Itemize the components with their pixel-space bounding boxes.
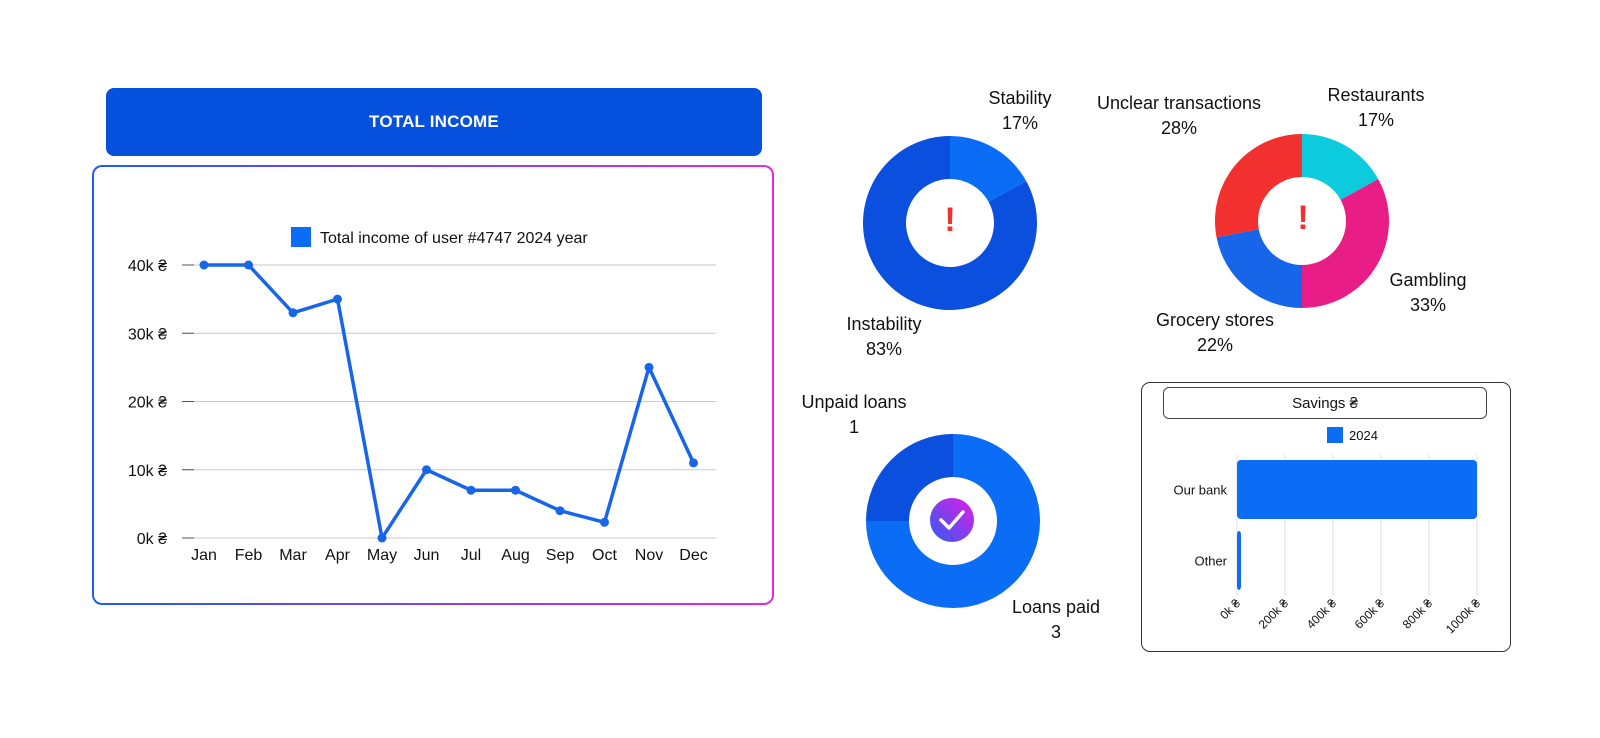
data-point <box>511 485 520 495</box>
x-tick-label: 0k ₴ <box>1217 596 1243 622</box>
unpaid-loans-value: 1 <box>848 417 859 437</box>
stability-label: Stability <box>988 88 1052 108</box>
donut-slice-stability <box>950 136 1027 202</box>
data-point <box>644 362 654 372</box>
x-tick-label: Aug <box>501 547 529 564</box>
x-tick-label: Jan <box>191 547 217 564</box>
unpaid-loans-label: Unpaid loans <box>801 392 907 412</box>
restaurants-label-group: Restaurants 17% <box>1316 83 1436 133</box>
check-icon <box>930 498 974 542</box>
x-tick-label: Mar <box>279 547 307 564</box>
x-tick-label: 400k ₴ <box>1304 596 1340 632</box>
data-point <box>333 294 342 304</box>
x-tick-label: 800k ₴ <box>1400 596 1436 632</box>
donut-slice-loans-paid <box>866 434 1040 608</box>
spending-donut <box>1215 134 1389 308</box>
y-tick-label: 20k ₴ <box>128 395 167 412</box>
instability-label: Instability <box>846 314 922 334</box>
x-tick-label: Nov <box>635 547 663 564</box>
paid-loans-group: Loans paid 3 <box>996 595 1116 645</box>
instability-label-group: Instability 83% <box>824 312 944 362</box>
unpaid-loans-group: Unpaid loans 1 <box>784 390 924 440</box>
loans-donut <box>866 434 1040 608</box>
legend-swatch <box>1327 427 1343 443</box>
bar-our-bank <box>1237 460 1477 519</box>
savings-bar-chart: 2024 0k ₴ 200k ₴ 400k ₴ 600k ₴ 800k ₴ 1000k ₴ O… <box>1174 427 1483 636</box>
legend-swatch <box>291 227 311 247</box>
unclear-label: Unclear transactions <box>1096 93 1262 113</box>
income-series-line <box>204 263 696 540</box>
data-point <box>466 485 476 495</box>
savings-title: Savings ₴ <box>1163 387 1487 419</box>
grocery-label-group: Grocery stores 22% <box>1140 308 1290 358</box>
income-header-title: TOTAL INCOME <box>369 112 499 131</box>
donut-slice-grocery-stores <box>1216 229 1302 308</box>
x-tick-label: Jun <box>414 547 440 564</box>
data-point <box>199 260 209 270</box>
data-point <box>600 517 609 527</box>
y-tick-label: Our bank <box>1174 483 1228 498</box>
y-tick-label: 0k ₴ <box>137 531 167 548</box>
data-point <box>422 465 431 475</box>
data-point <box>244 260 253 270</box>
stability-donut <box>863 136 1037 310</box>
x-tick-label: Dec <box>679 547 707 564</box>
data-point <box>377 533 387 543</box>
bar-other <box>1237 531 1241 590</box>
legend-label: 2024 <box>1349 428 1378 443</box>
unclear-pct: 28% <box>1160 118 1198 138</box>
donut-slice-instability <box>863 136 1037 310</box>
donut-slice-unpaid-loans <box>866 434 953 521</box>
stability-label-group: Stability 17% <box>960 86 1080 136</box>
gambling-pct: 33% <box>1409 295 1447 315</box>
data-point <box>288 308 298 318</box>
stability-pct: 17% <box>1001 113 1039 133</box>
savings-panel <box>1141 382 1511 652</box>
warning-icon: ! <box>1297 199 1309 237</box>
gambling-label-group: Gambling 33% <box>1378 268 1478 318</box>
income-header: TOTAL INCOME <box>106 88 762 156</box>
restaurants-pct: 17% <box>1357 110 1395 130</box>
x-tick-label: 600k ₴ <box>1352 596 1388 632</box>
x-tick-label: May <box>367 547 397 564</box>
x-tick-label: Feb <box>235 547 263 564</box>
grocery-pct: 22% <box>1196 335 1234 355</box>
y-tick-label: 30k ₴ <box>128 326 167 343</box>
y-tick-label: Other <box>1194 554 1227 569</box>
income-line-chart: 0k ₴ 10k ₴ 20k ₴ 30k ₴ 40k ₴ Jan Feb Mar Apr May J… <box>128 227 716 564</box>
x-tick-label: Sep <box>546 547 575 564</box>
grocery-label: Grocery stores <box>1155 310 1275 330</box>
donut-slice-restaurants <box>1302 134 1379 200</box>
y-tick-label: 40k ₴ <box>128 258 167 275</box>
gambling-label: Gambling <box>1389 270 1467 290</box>
x-tick-label: Oct <box>592 547 617 564</box>
warning-icon: ! <box>944 201 956 239</box>
x-tick-label: 1000k ₴ <box>1443 596 1483 636</box>
y-tick-label: 10k ₴ <box>128 463 167 480</box>
paid-loans-value: 3 <box>1050 622 1061 642</box>
instability-pct: 83% <box>865 339 903 359</box>
donut-slice-gambling <box>1302 179 1389 308</box>
legend-label: Total income of user #4747 2024 year <box>320 230 588 247</box>
x-tick-label: Jul <box>461 547 481 564</box>
donut-slice-unclear-transactions <box>1215 134 1302 238</box>
paid-loans-label: Loans paid <box>1011 597 1101 617</box>
unclear-label-group: Unclear transactions 28% <box>1082 91 1276 141</box>
data-point <box>689 458 698 468</box>
x-tick-label: Apr <box>325 547 351 564</box>
restaurants-label: Restaurants <box>1327 85 1425 105</box>
data-point <box>555 506 565 516</box>
x-tick-label: 200k ₴ <box>1256 596 1292 632</box>
